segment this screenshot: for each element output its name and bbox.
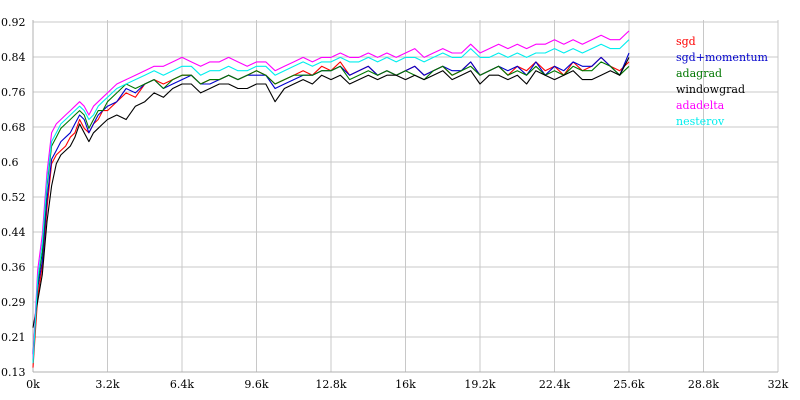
x-tick-label: 25.6k [613,378,644,391]
y-tick-label: 0.29 [1,296,26,309]
y-tick-label: 0.44 [1,226,26,239]
tick-labels: 0k 3.2k 6.4k 9.6k 12.8k 16k 19.2k 22.4k 25.6k 28.… [1,16,789,391]
legend-entry-adadelta: adadelta [676,99,725,112]
legend-entry-sgd-momentum: sgd+momentum [676,51,769,64]
legend-entry-sgd: sgd [676,35,696,48]
grid-lines [33,20,779,372]
x-tick-label: 9.6k [244,378,268,391]
x-tick-label: 28.8k [688,378,719,391]
x-tick-label: 0k [26,378,40,391]
y-tick-label: 0.84 [1,51,26,64]
y-tick-label: 0.92 [1,16,26,29]
series-lines [32,30,630,368]
series-line-windowgrad [32,57,630,328]
legend-entry-windowgrad: windowgrad [676,83,745,96]
y-tick-label: 0.68 [1,121,26,134]
x-tick-label: 12.8k [315,378,346,391]
legend-entry-adagrad: adagrad [676,67,722,80]
y-tick-label: 0.13 [1,366,26,379]
series-line-sgd-momentum [32,52,630,355]
x-tick-label: 32k [768,378,789,391]
x-tick-label: 6.4k [170,378,194,391]
series-line-adagrad [32,61,630,364]
y-tick-label: 0.21 [1,331,26,344]
x-tick-label: 22.4k [539,378,570,391]
x-tick-label: 19.2k [464,378,495,391]
series-line-adadelta [32,30,630,359]
legend: sgd sgd+momentum adagrad windowgrad adadelta… [676,35,769,128]
y-tick-label: 0.76 [1,86,26,99]
series-line-nesterov [32,39,630,364]
y-tick-label: 0.6 [1,156,19,169]
axes [32,20,778,373]
x-tick-label: 16k [395,378,416,391]
x-tick-label: 3.2k [95,378,119,391]
y-tick-label: 0.52 [1,191,26,204]
legend-entry-nesterov: nesterov [676,115,725,128]
y-tick-label: 0.36 [1,261,26,274]
